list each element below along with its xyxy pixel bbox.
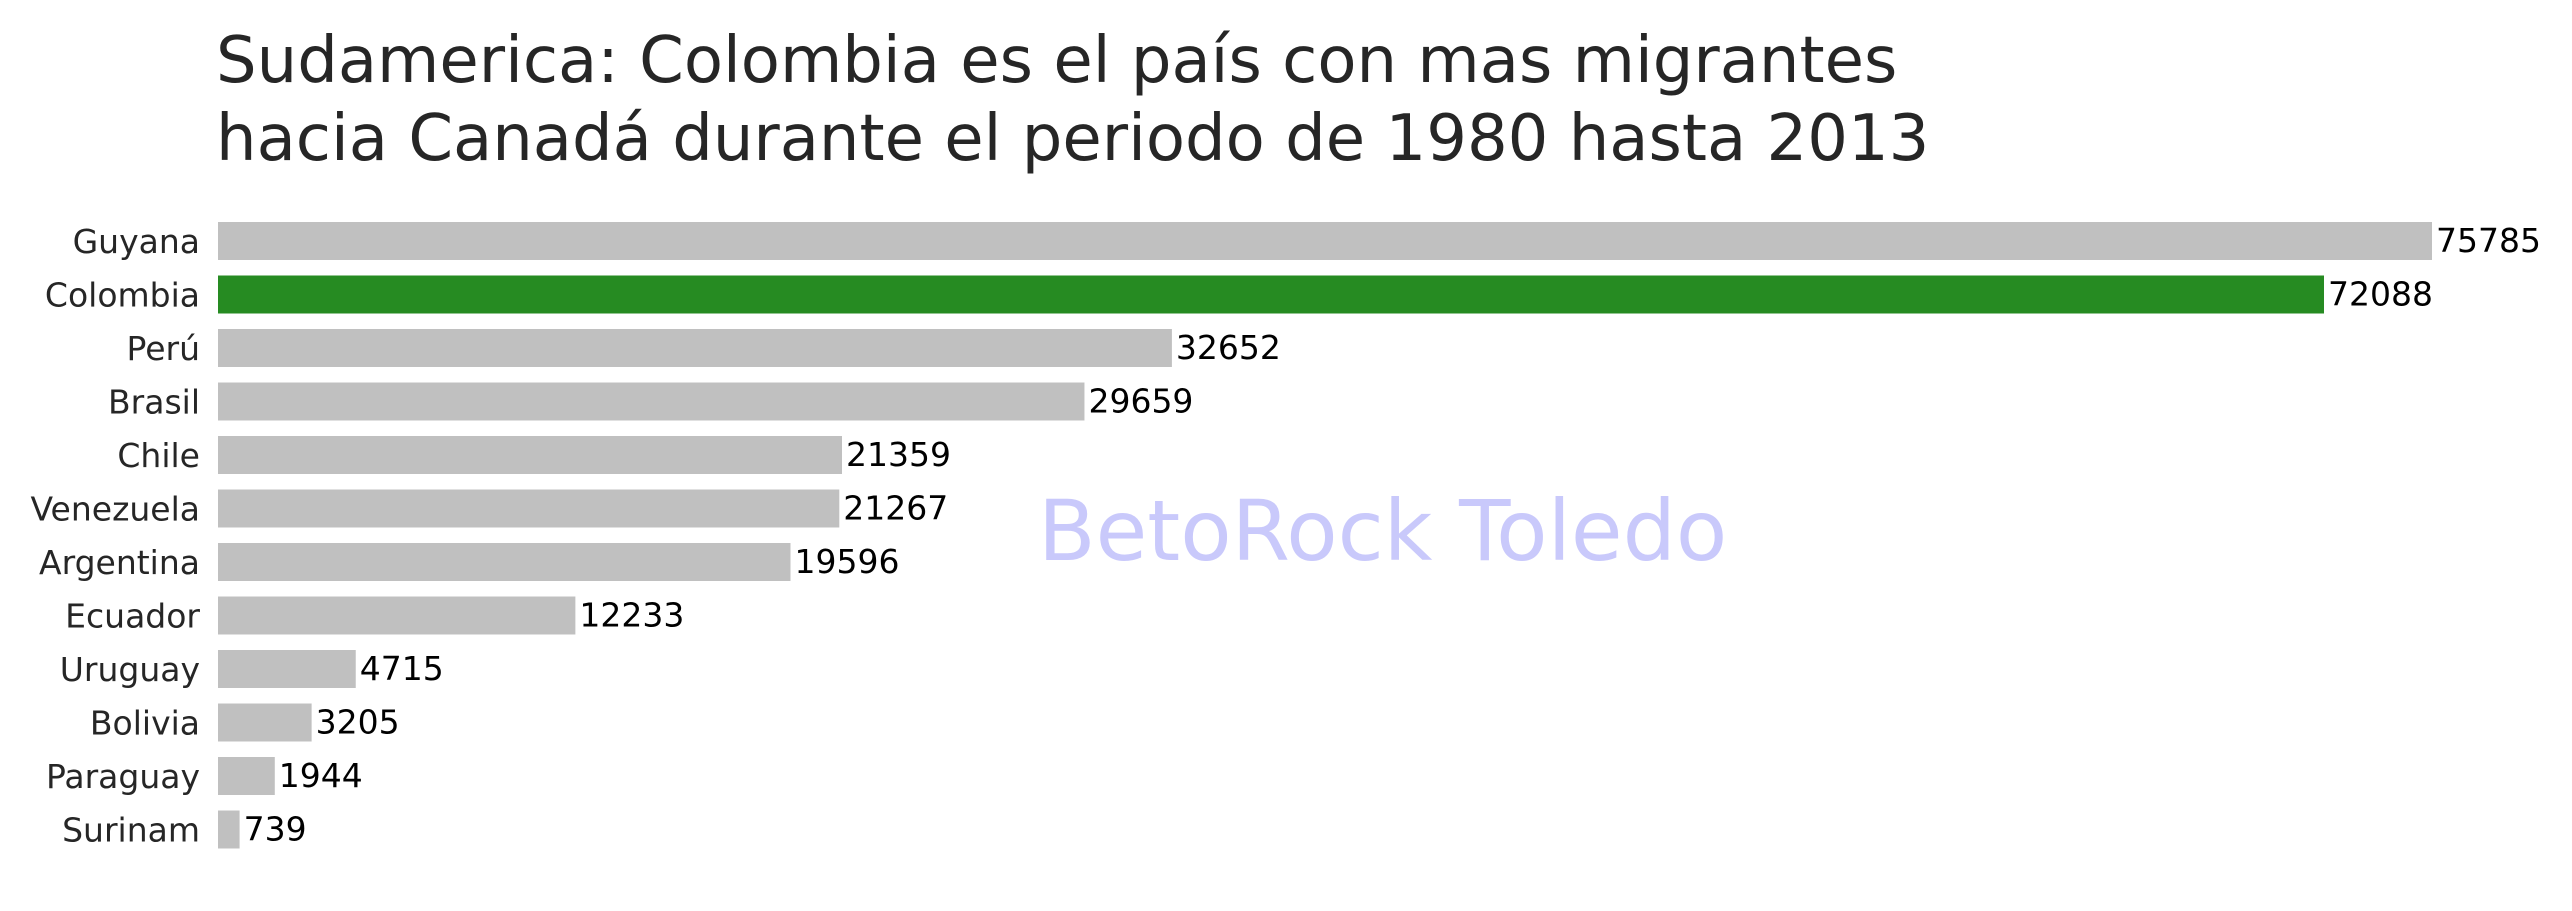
value-label-venezuela: 21267 <box>843 489 948 528</box>
value-label-surinam: 739 <box>244 810 307 849</box>
value-label-brasil: 29659 <box>1088 382 1193 421</box>
bar-ecuador <box>218 596 576 635</box>
bar-venezuela <box>218 489 840 528</box>
bar-argentina <box>218 543 791 581</box>
category-labels-group: Guyana Colombia Perú Brasil Chile Venezuela Ar… <box>31 222 201 850</box>
bar-chile <box>218 436 842 474</box>
category-label-colombia: Colombia <box>45 276 200 315</box>
category-label-venezuela: Venezuela <box>31 490 200 529</box>
bar-guyana <box>218 222 2432 260</box>
bar-brasil <box>218 382 1085 421</box>
category-label-guyana: Guyana <box>73 222 200 261</box>
value-label-bolivia: 3205 <box>316 703 400 742</box>
value-label-paraguay: 1944 <box>279 756 363 795</box>
bar-uruguay <box>218 650 356 688</box>
category-label-paraguay: Paraguay <box>46 757 200 796</box>
bar-surinam <box>218 810 240 849</box>
chart-title-line-1: Sudamerica: Colombia es el país con mas … <box>216 24 1898 98</box>
category-label-brasil: Brasil <box>108 383 200 422</box>
bar-bolivia <box>218 703 312 742</box>
bars-group <box>218 222 2432 849</box>
category-label-bolivia: Bolivia <box>90 704 200 743</box>
bar-colombia <box>218 275 2324 314</box>
value-label-chile: 21359 <box>846 435 951 474</box>
watermark-text: BetoRock Toledo <box>1038 482 1728 580</box>
chart-title: Sudamerica: Colombia es el país con mas … <box>216 22 1929 178</box>
category-label-surinam: Surinam <box>62 811 200 850</box>
chart-title-line-2: hacia Canadá durante el periodo de 1980 … <box>216 102 1930 176</box>
category-label-chile: Chile <box>117 436 200 475</box>
category-label-argentina: Argentina <box>39 543 200 582</box>
value-label-argentina: 19596 <box>794 542 899 581</box>
value-label-uruguay: 4715 <box>360 649 444 688</box>
bar-paraguay <box>218 757 275 795</box>
value-label-guyana: 75785 <box>2436 221 2541 260</box>
value-label-colombia: 72088 <box>2328 275 2433 314</box>
value-label-ecuador: 12233 <box>579 596 684 635</box>
value-label-peru: 32652 <box>1176 328 1281 367</box>
category-label-peru: Perú <box>126 329 200 368</box>
category-label-ecuador: Ecuador <box>65 597 200 636</box>
bar-peru <box>218 329 1172 367</box>
category-label-uruguay: Uruguay <box>60 650 200 689</box>
